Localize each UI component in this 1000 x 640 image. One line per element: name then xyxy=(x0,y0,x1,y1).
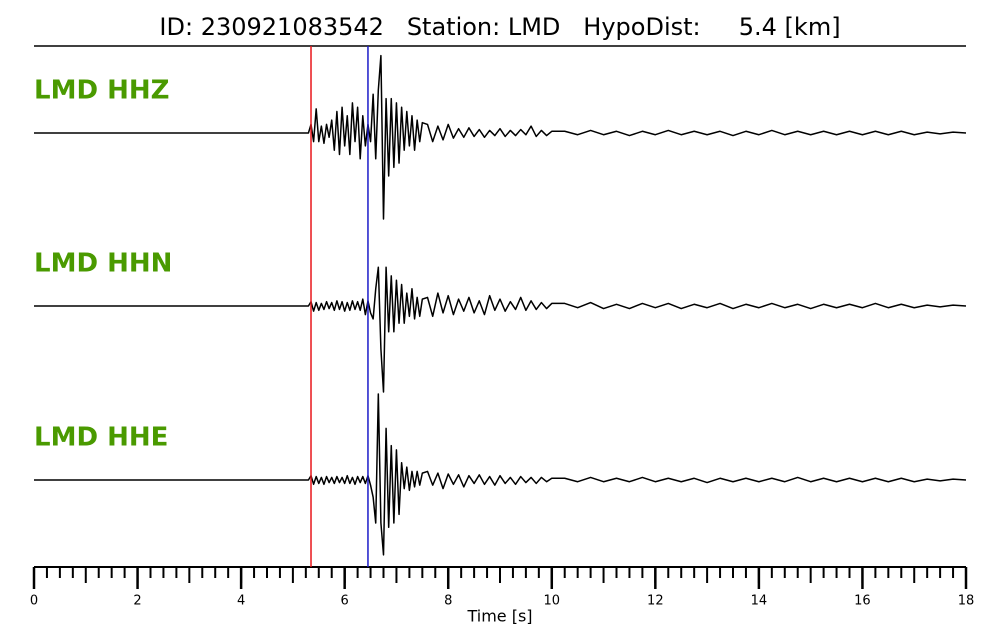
x-tick-label: 6 xyxy=(341,594,349,609)
trace-label: LMD HHN xyxy=(34,249,172,279)
x-tick-label: 14 xyxy=(751,594,768,609)
waveform xyxy=(34,54,967,220)
x-tick-label: 2 xyxy=(133,594,141,609)
x-tick-label: 4 xyxy=(237,594,245,609)
x-tick-label: 16 xyxy=(854,594,871,609)
x-tick-label: 0 xyxy=(30,594,38,609)
x-tick-label: 18 xyxy=(958,594,975,609)
chart-title: ID: 230921083542 Station: LMD HypoDist: … xyxy=(159,13,840,41)
x-tick-label: 8 xyxy=(444,594,452,609)
trace-label: LMD HHE xyxy=(34,423,168,453)
x-tick-label: 10 xyxy=(544,594,561,609)
waveform xyxy=(34,393,967,556)
x-tick-label: 12 xyxy=(647,594,664,609)
trace-label: LMD HHZ xyxy=(34,76,169,106)
waveform xyxy=(34,266,967,393)
x-axis-label: Time [s] xyxy=(466,607,532,626)
